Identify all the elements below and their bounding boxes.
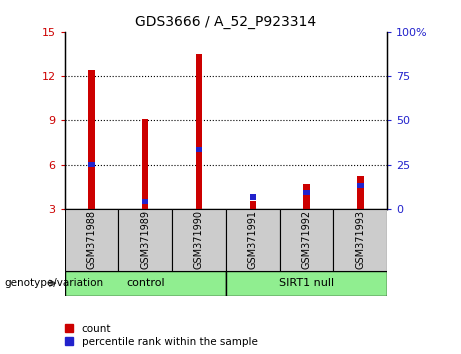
Text: genotype/variation: genotype/variation <box>5 278 104 288</box>
Bar <box>88 162 95 167</box>
Bar <box>357 176 364 209</box>
Bar <box>88 70 95 209</box>
Text: control: control <box>126 278 165 288</box>
Text: SIRT1 null: SIRT1 null <box>279 278 334 288</box>
Bar <box>357 183 364 188</box>
Bar <box>172 209 226 271</box>
Bar <box>118 209 172 271</box>
Bar <box>196 54 202 209</box>
Text: GSM371990: GSM371990 <box>194 210 204 269</box>
Bar <box>303 190 310 195</box>
Bar <box>226 271 387 296</box>
Text: GSM371991: GSM371991 <box>248 210 258 269</box>
Text: GSM371988: GSM371988 <box>86 210 96 269</box>
Text: GSM371993: GSM371993 <box>355 210 366 269</box>
Title: GDS3666 / A_52_P923314: GDS3666 / A_52_P923314 <box>136 16 316 29</box>
Bar <box>65 209 118 271</box>
Bar <box>280 209 333 271</box>
Bar <box>142 119 148 209</box>
Bar <box>226 209 280 271</box>
Text: GSM371992: GSM371992 <box>301 210 312 269</box>
Bar <box>303 184 310 209</box>
Bar <box>196 147 202 153</box>
Text: GSM371989: GSM371989 <box>140 210 150 269</box>
Bar <box>65 271 226 296</box>
Bar <box>249 194 256 200</box>
Bar <box>333 209 387 271</box>
Bar <box>142 199 148 204</box>
Bar <box>249 201 256 209</box>
Legend: count, percentile rank within the sample: count, percentile rank within the sample <box>65 324 258 347</box>
